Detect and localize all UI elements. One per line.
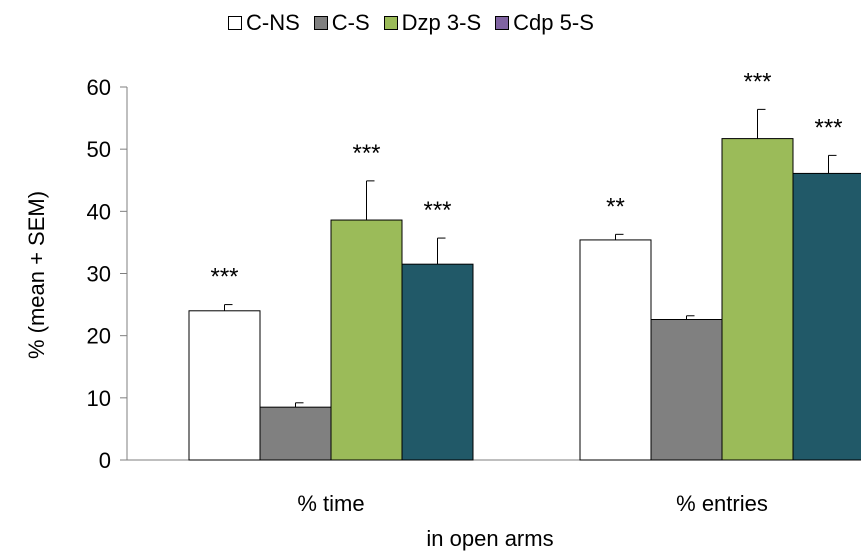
legend-swatch-c-s [313, 16, 328, 30]
legend-swatch-cdp [495, 16, 510, 30]
bars [188, 108, 861, 461]
bar-1-2 [721, 138, 794, 461]
legend-item-c-ns: C-NS [228, 10, 300, 36]
y-tick-label-60: 60 [87, 75, 111, 100]
significance-0-3: *** [423, 197, 451, 224]
x-axis-title: in open arms [426, 526, 553, 551]
y-tick-label-0: 0 [99, 448, 111, 473]
bar-0-1 [259, 406, 332, 461]
chart-legend: C-NS C-S Dzp 3-S Cdp 5-S [228, 10, 608, 36]
y-tick-label-30: 30 [87, 262, 111, 287]
x-category-label-0: % time [297, 491, 364, 516]
legend-label-c-ns: C-NS [246, 10, 300, 35]
bar-1-0 [579, 239, 652, 461]
y-tick-label-10: 10 [87, 386, 111, 411]
legend-label-cdp: Cdp 5-S [513, 10, 594, 35]
significance-1-0: ** [606, 193, 625, 220]
bar-1-3 [792, 172, 861, 461]
y-tick-label-50: 50 [87, 137, 111, 162]
y-axis-title: % (mean + SEM) [24, 191, 49, 359]
significance-0-0: *** [210, 264, 238, 291]
significance-0-2: *** [352, 140, 380, 167]
legend-item-dzp: Dzp 3-S [383, 10, 482, 36]
y-tick-label-40: 40 [87, 199, 111, 224]
labels: *********% time********% entries [210, 68, 842, 516]
legend-swatch-dzp [383, 16, 398, 30]
legend-label-dzp: Dzp 3-S [401, 10, 482, 35]
bar-0-2 [330, 219, 403, 461]
legend-swatch-c-ns [228, 16, 242, 30]
legend-item-cdp: Cdp 5-S [495, 10, 594, 36]
legend-item-c-s: C-S [313, 10, 370, 36]
significance-1-3: *** [814, 114, 842, 141]
legend-label-c-s: C-S [331, 10, 370, 35]
bar-1-1 [650, 319, 723, 461]
bar-0-0 [188, 310, 261, 461]
y-tick-label-20: 20 [87, 324, 111, 349]
bar-0-3 [401, 263, 474, 461]
x-category-label-1: % entries [676, 491, 768, 516]
significance-1-2: *** [743, 68, 771, 95]
